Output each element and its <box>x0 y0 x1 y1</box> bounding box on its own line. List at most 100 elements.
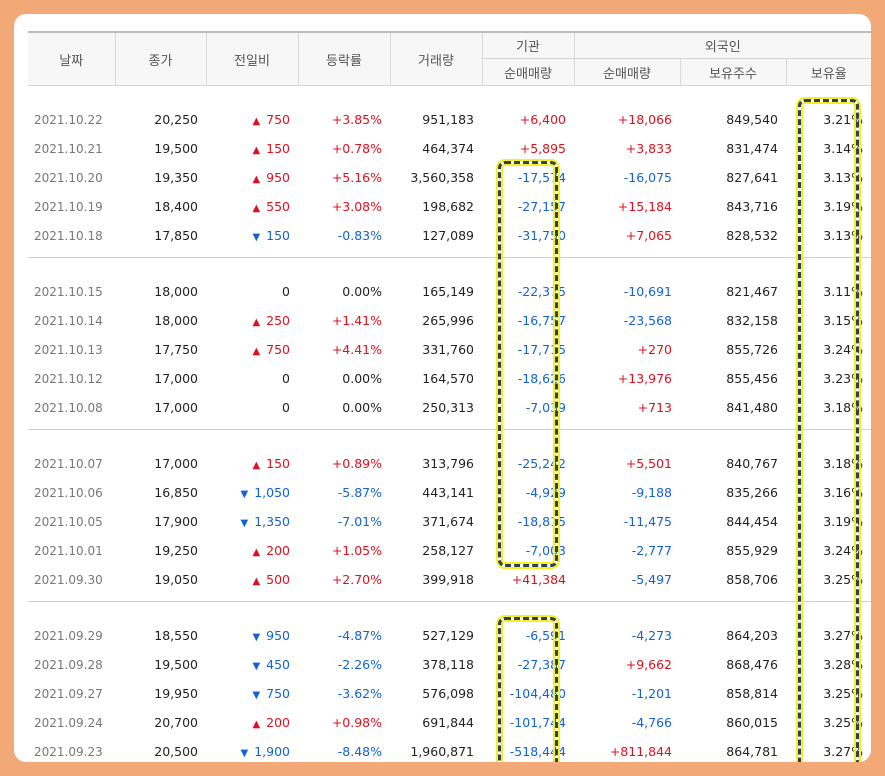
foreigner-shares-cell: 841,480 <box>726 400 778 415</box>
date-cell: 2021.10.12 <box>34 371 103 386</box>
close-cell: 19,950 <box>154 686 198 701</box>
table-row: 2021.10.18 17,850 ▼ 150 -0.83% 127,089 -31,750… <box>28 221 871 250</box>
down-triangle-icon: ▼ <box>252 661 261 672</box>
foreigner-ratio-cell: 3.19% <box>823 199 864 214</box>
foreigner-net-cell: -2,777 <box>631 543 672 558</box>
table-row: 2021.09.27 19,950 ▼ 750 -3.62% 576,098 -104,48… <box>28 679 871 708</box>
header-volume[interactable]: 거래량 <box>390 31 483 86</box>
header-foreigner-ratio[interactable]: 보유율 <box>786 58 871 86</box>
foreigner-net-cell: -4,766 <box>631 715 672 730</box>
date-cell: 2021.10.05 <box>34 514 103 529</box>
volume-cell: 313,796 <box>422 456 474 471</box>
close-cell: 20,250 <box>154 112 198 127</box>
foreigner-net-cell: -1,201 <box>631 686 672 701</box>
institution-net-cell: -7,039 <box>525 400 566 415</box>
table-row: 2021.10.07 17,000 ▲ 150 +0.89% 313,796 -25,242… <box>28 449 871 478</box>
change-cell: ▲ 250 <box>206 306 298 335</box>
group-gap <box>28 602 871 622</box>
foreigner-ratio-cell: 3.27% <box>823 744 864 759</box>
table-row: 2021.10.01 19,250 ▲ 200 +1.05% 258,127 -7,003 -… <box>28 536 871 565</box>
down-triangle-icon: ▼ <box>252 632 261 643</box>
close-cell: 17,900 <box>154 514 198 529</box>
volume-cell: 527,129 <box>422 628 474 643</box>
header-date[interactable]: 날짜 <box>28 31 116 86</box>
change-cell: ▲ 950 <box>206 163 298 192</box>
rate-cell: 0.00% <box>342 284 382 299</box>
foreigner-net-cell: +811,844 <box>609 744 672 759</box>
change-value: 500 <box>266 572 290 587</box>
foreigner-net-cell: +9,662 <box>625 657 672 672</box>
close-cell: 17,000 <box>154 456 198 471</box>
table-row: 2021.10.19 18,400 ▲ 550 +3.08% 198,682 -27,157… <box>28 192 871 221</box>
group-gap <box>28 258 871 278</box>
foreigner-shares-cell: 849,540 <box>726 112 778 127</box>
foreigner-shares-cell: 827,641 <box>726 170 778 185</box>
foreigner-shares-cell: 832,158 <box>726 313 778 328</box>
header-institution: 기관 <box>482 31 575 59</box>
volume-cell: 331,760 <box>422 342 474 357</box>
up-triangle-icon: ▲ <box>252 547 261 558</box>
foreigner-net-cell: -10,691 <box>623 284 672 299</box>
foreigner-ratio-cell: 3.24% <box>823 543 864 558</box>
foreigner-ratio-cell: 3.13% <box>823 170 864 185</box>
table-row: 2021.10.08 17,000 0 0.00% 250,313 -7,039 +713 8… <box>28 393 871 422</box>
up-triangle-icon: ▲ <box>252 203 261 214</box>
change-cell: ▼ 150 <box>206 221 298 250</box>
table-row: 2021.10.22 20,250 ▲ 750 +3.85% 951,183 +6,400 +… <box>28 105 871 134</box>
table-row: 2021.09.28 19,500 ▼ 450 -2.26% 378,118 -27,387… <box>28 650 871 679</box>
change-value: 750 <box>266 686 290 701</box>
table-row: 2021.10.15 18,000 0 0.00% 165,149 -22,375 -10,… <box>28 277 871 306</box>
table-row: 2021.09.29 18,550 ▼ 950 -4.87% 527,129 -6,591 -… <box>28 621 871 650</box>
foreigner-ratio-cell: 3.19% <box>823 514 864 529</box>
institution-net-cell: -18,626 <box>517 371 566 386</box>
close-cell: 19,050 <box>154 572 198 587</box>
date-cell: 2021.10.20 <box>34 170 103 185</box>
foreigner-net-cell: +13,976 <box>617 371 672 386</box>
foreigner-net-cell: +15,184 <box>617 199 672 214</box>
foreigner-net-cell: +5,501 <box>625 456 672 471</box>
close-cell: 19,350 <box>154 170 198 185</box>
change-cell: ▼ 450 <box>206 650 298 679</box>
foreigner-ratio-cell: 3.25% <box>823 715 864 730</box>
foreigner-shares-cell: 840,767 <box>726 456 778 471</box>
volume-cell: 464,374 <box>422 141 474 156</box>
volume-cell: 165,149 <box>422 284 474 299</box>
close-cell: 16,850 <box>154 485 198 500</box>
table-body: 2021.10.22 20,250 ▲ 750 +3.85% 951,183 +6,400 +… <box>28 86 871 763</box>
institution-net-cell: +6,400 <box>519 112 566 127</box>
foreigner-shares-cell: 855,726 <box>726 342 778 357</box>
change-value: 200 <box>266 543 290 558</box>
header-institution-net[interactable]: 순매매량 <box>482 58 575 86</box>
change-value: 550 <box>266 199 290 214</box>
foreigner-ratio-cell: 3.13% <box>823 228 864 243</box>
header-change[interactable]: 전일비 <box>206 31 299 86</box>
down-triangle-icon: ▼ <box>240 489 249 500</box>
foreigner-shares-cell: 835,266 <box>726 485 778 500</box>
header-rate[interactable]: 등락률 <box>298 31 391 86</box>
rate-cell: -2.26% <box>337 657 382 672</box>
table-row: 2021.10.20 19,350 ▲ 950 +5.16% 3,560,358 -17,5… <box>28 163 871 192</box>
volume-cell: 443,141 <box>422 485 474 500</box>
down-triangle-icon: ▼ <box>240 748 249 759</box>
up-triangle-icon: ▲ <box>252 116 261 127</box>
change-cell: ▼ 1,050 <box>206 478 298 507</box>
header-foreigner: 외국인 <box>574 31 871 59</box>
group-gap <box>28 430 871 450</box>
close-cell: 17,850 <box>154 228 198 243</box>
foreigner-net-cell: -23,568 <box>623 313 672 328</box>
date-cell: 2021.10.14 <box>34 313 103 328</box>
header-foreigner-shares[interactable]: 보유주수 <box>680 58 787 86</box>
foreigner-net-cell: -4,273 <box>631 628 672 643</box>
foreigner-shares-cell: 864,203 <box>726 628 778 643</box>
foreigner-net-cell: -16,075 <box>623 170 672 185</box>
date-cell: 2021.09.27 <box>34 686 103 701</box>
institution-net-cell: -17,715 <box>517 342 566 357</box>
change-value: 200 <box>266 715 290 730</box>
header-close[interactable]: 종가 <box>115 31 207 86</box>
institution-net-cell: -518,444 <box>509 744 566 759</box>
stock-trading-table: 날짜 종가 전일비 등락률 거래량 기관 외국인 순매매량 순매매량 보유주수 … <box>28 31 871 762</box>
change-value: 750 <box>266 112 290 127</box>
header-foreigner-net[interactable]: 순매매량 <box>574 58 681 86</box>
institution-net-cell: -104,480 <box>509 686 566 701</box>
institution-net-cell: -27,157 <box>517 199 566 214</box>
